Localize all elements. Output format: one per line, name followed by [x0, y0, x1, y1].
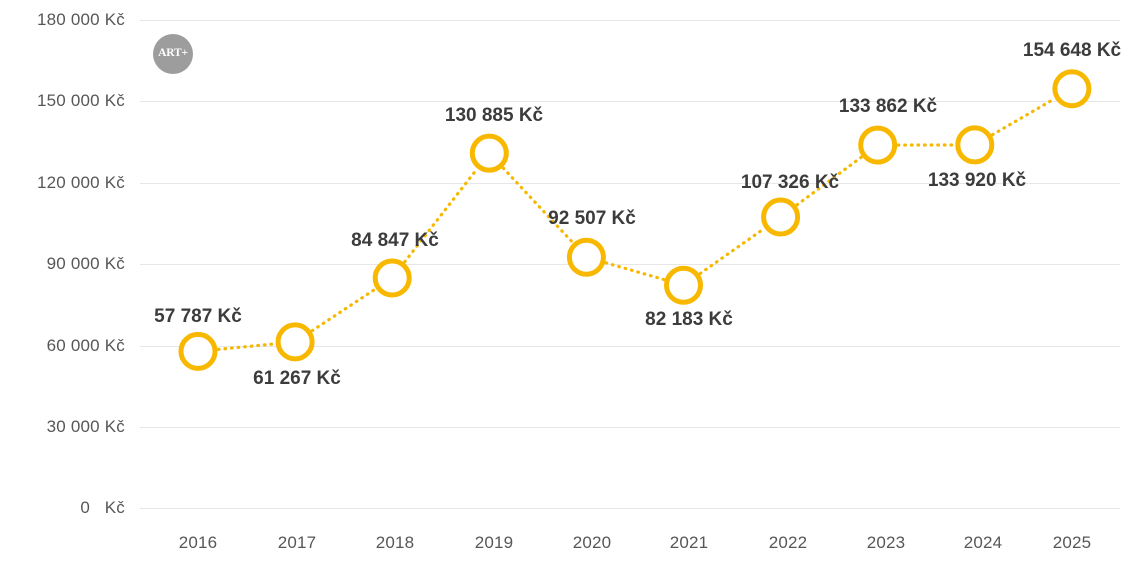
data-label-2024: 133 920 Kč	[927, 170, 1027, 191]
series-segment	[698, 227, 766, 276]
gridline-90000	[140, 264, 1120, 265]
y-axis-tick-30000: 30 000 Kč	[46, 417, 125, 436]
y-axis-tick-120000: 120 000 Kč	[36, 173, 125, 192]
art-plus-logo-label: ART+	[158, 47, 188, 60]
y-axis-tick-90000: 90 000 Kč	[46, 254, 125, 273]
data-point-2023[interactable]	[858, 125, 898, 165]
gridline-180000	[140, 20, 1120, 21]
art-plus-logo: ART+	[153, 34, 193, 74]
series-segment	[604, 261, 666, 282]
x-axis-tick-2019: 2019	[474, 533, 514, 552]
x-axis-tick-2018: 2018	[375, 533, 415, 552]
y-axis-tick-180000: 180 000 Kč	[36, 10, 125, 29]
data-label-2016: 57 787 Kč	[154, 306, 242, 327]
data-label-2023: 133 862 Kč	[838, 96, 938, 117]
x-axis-tick-2025: 2025	[1052, 533, 1092, 552]
data-label-2025: 154 648 Kč	[1022, 40, 1122, 61]
data-label-2019: 130 885 Kč	[444, 105, 544, 126]
data-label-2018: 84 847 Kč	[351, 230, 439, 251]
gridline-30000	[140, 427, 1120, 428]
series-markers	[178, 69, 1092, 371]
x-axis-tick-2017: 2017	[277, 533, 317, 552]
x-axis-tick-2024: 2024	[963, 533, 1003, 552]
x-axis-tick-2023: 2023	[866, 533, 906, 552]
series-segment	[403, 167, 479, 264]
y-axis-tick-60000: 60 000 Kč	[46, 336, 125, 355]
series-segment	[501, 166, 575, 244]
data-point-2025[interactable]	[1052, 69, 1092, 109]
data-point-2019[interactable]	[469, 133, 509, 173]
data-label-2020: 92 507 Kč	[548, 208, 636, 229]
x-axis-tick-2020: 2020	[572, 533, 612, 552]
data-point-2021[interactable]	[664, 265, 703, 305]
data-point-2022[interactable]	[761, 197, 801, 237]
series-segment	[310, 287, 377, 333]
data-label-2022: 107 326 Kč	[740, 172, 840, 193]
data-point-2020[interactable]	[566, 237, 606, 277]
x-axis-tick-2021: 2021	[669, 533, 709, 552]
x-axis-tick-2016: 2016	[178, 533, 218, 552]
y-axis-tick-150000: 150 000 Kč	[36, 91, 125, 110]
data-point-2016[interactable]	[178, 331, 218, 371]
gridline-60000	[140, 346, 1120, 347]
x-axis-tick-2022: 2022	[768, 533, 808, 552]
data-point-2018[interactable]	[372, 258, 412, 298]
y-axis-tick-0: 0 Kč	[80, 498, 125, 517]
gridline-150000	[140, 101, 1120, 102]
series-segment	[216, 342, 277, 351]
data-point-2024[interactable]	[955, 125, 995, 165]
data-label-2021: 82 183 Kč	[645, 309, 733, 330]
gridline-120000	[140, 183, 1120, 184]
series-segment	[990, 97, 1056, 137]
gridline-0	[140, 508, 1120, 509]
data-point-2017[interactable]	[275, 322, 315, 362]
series-segment	[795, 155, 863, 207]
series-line	[216, 97, 1056, 351]
data-label-2017: 61 267 Kč	[253, 368, 341, 389]
